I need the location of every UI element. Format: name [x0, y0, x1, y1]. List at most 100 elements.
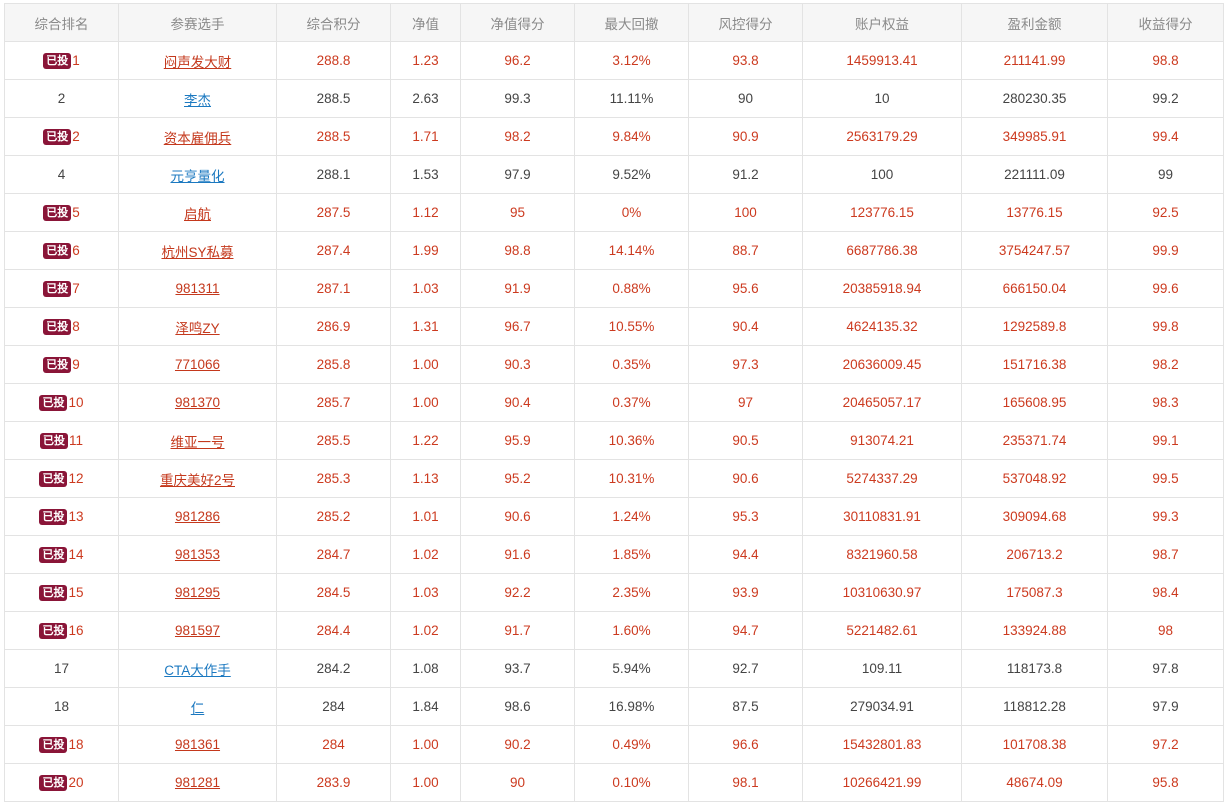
nav-cell: 1.12 [390, 193, 461, 232]
nav-cell: 1.00 [390, 725, 461, 764]
profit-cell: 349985.91 [961, 117, 1108, 156]
profit-cell: 118812.28 [961, 687, 1108, 726]
table-row: 已投 7 981311 287.1 1.03 91.9 0.88% 95.6 20385918.… [4, 269, 1224, 308]
col-nav: 净值 [390, 3, 461, 42]
player-name-link[interactable]: 启航 [184, 206, 211, 222]
rank-cell: 已投 7 [4, 269, 119, 308]
player-name-link[interactable]: 981597 [174, 623, 221, 638]
player-name-link[interactable]: 李杰 [184, 92, 211, 108]
risk-score-cell: 94.4 [688, 535, 803, 574]
col-risk-score: 风控得分 [688, 3, 803, 42]
invested-badge: 已投 [43, 318, 72, 335]
player-name-link[interactable]: 981353 [174, 547, 221, 562]
rank-number: 14 [68, 546, 84, 562]
rank-number: 2 [72, 128, 80, 144]
player-cell: 981353 [118, 535, 277, 574]
nav-cell: 1.02 [390, 611, 461, 650]
nav-cell: 1.00 [390, 763, 461, 802]
nav-score-cell: 90 [460, 763, 575, 802]
nav-score-cell: 99.3 [460, 79, 575, 118]
return-score-cell: 99.4 [1107, 117, 1224, 156]
composite-score-cell: 288.1 [276, 155, 391, 194]
player-name-link[interactable]: 771066 [174, 357, 221, 372]
equity-cell: 109.11 [802, 649, 962, 688]
profit-cell: 309094.68 [961, 497, 1108, 536]
player-name-link[interactable]: 981370 [174, 395, 221, 410]
equity-cell: 10 [802, 79, 962, 118]
return-score-cell: 99.5 [1107, 459, 1224, 498]
player-name-link[interactable]: 981311 [175, 281, 220, 296]
col-nav-score: 净值得分 [460, 3, 575, 42]
profit-cell: 175087.3 [961, 573, 1108, 612]
invested-badge: 已投 [39, 508, 68, 525]
player-name-link[interactable]: 仁 [190, 700, 205, 716]
rank-cell: 已投 16 [4, 611, 119, 650]
nav-cell: 1.99 [390, 231, 461, 270]
equity-cell: 6687786.38 [802, 231, 962, 270]
rank-cell: 已投 14 [4, 535, 119, 574]
table-row: 已投 8 泽鸣ZY 286.9 1.31 96.7 10.55% 90.4 4624135.32… [4, 307, 1224, 346]
player-cell: 981281 [118, 763, 277, 802]
equity-cell: 4624135.32 [802, 307, 962, 346]
player-name-link[interactable]: 元亨量化 [170, 168, 225, 184]
player-name-link[interactable]: 闷声发大财 [163, 54, 232, 70]
rank-number: 18 [53, 699, 70, 714]
col-player: 参赛选手 [118, 3, 277, 42]
nav-cell: 1.02 [390, 535, 461, 574]
player-name-link[interactable]: 泽鸣ZY [175, 320, 220, 336]
player-name-link[interactable]: 981286 [174, 509, 221, 524]
profit-cell: 211141.99 [961, 41, 1108, 80]
return-score-cell: 99.6 [1107, 269, 1224, 308]
invested-badge: 已投 [39, 584, 68, 601]
composite-score-cell: 284.5 [276, 573, 391, 612]
nav-score-cell: 96.2 [460, 41, 575, 80]
risk-score-cell: 96.6 [688, 725, 803, 764]
player-name-link[interactable]: 重庆美好2号 [159, 472, 235, 488]
rank-number: 4 [57, 167, 66, 182]
composite-score-cell: 285.8 [276, 345, 391, 384]
max-drawdown-cell: 0.49% [574, 725, 689, 764]
col-max-drawdown: 最大回撤 [574, 3, 689, 42]
table-row: 4 元亨量化 288.1 1.53 97.9 9.52% 91.2 100 221111.09 9… [4, 155, 1224, 194]
rank-cell: 已投 12 [4, 459, 119, 498]
rank-cell: 18 [4, 687, 119, 726]
return-score-cell: 99.1 [1107, 421, 1224, 460]
invested-badge: 已投 [39, 736, 68, 753]
player-name-link[interactable]: 杭州SY私募 [161, 244, 234, 260]
nav-cell: 1.01 [390, 497, 461, 536]
invested-badge: 已投 [43, 52, 72, 69]
table-row: 已投 5 启航 287.5 1.12 95 0% 100 123776.15 13776.15 92… [4, 193, 1224, 232]
player-name-link[interactable]: 资本雇佣兵 [163, 130, 232, 146]
player-name-link[interactable]: CTA大作手 [164, 662, 231, 678]
nav-score-cell: 95.2 [460, 459, 575, 498]
risk-score-cell: 94.7 [688, 611, 803, 650]
composite-score-cell: 287.4 [276, 231, 391, 270]
player-name-link[interactable]: 维亚一号 [170, 434, 225, 450]
risk-score-cell: 100 [688, 193, 803, 232]
return-score-cell: 99.3 [1107, 497, 1224, 536]
max-drawdown-cell: 2.35% [574, 573, 689, 612]
rank-cell: 已投 1 [4, 41, 119, 80]
max-drawdown-cell: 10.55% [574, 307, 689, 346]
table-row: 已投 1 闷声发大财 288.8 1.23 96.2 3.12% 93.8 1459913.41… [4, 41, 1224, 80]
return-score-cell: 99.9 [1107, 231, 1224, 270]
max-drawdown-cell: 0.37% [574, 383, 689, 422]
nav-cell: 1.00 [390, 383, 461, 422]
nav-score-cell: 93.7 [460, 649, 575, 688]
equity-cell: 20385918.94 [802, 269, 962, 308]
rank-number: 8 [72, 318, 80, 334]
risk-score-cell: 93.9 [688, 573, 803, 612]
table-row: 已投 11 维亚一号 285.5 1.22 95.9 10.36% 90.5 913074.21… [4, 421, 1224, 460]
rank-cell: 已投 13 [4, 497, 119, 536]
player-name-link[interactable]: 981281 [174, 775, 221, 790]
return-score-cell: 97.8 [1107, 649, 1224, 688]
table-row: 已投 18 981361 284 1.00 90.2 0.49% 96.6 15432801.8… [4, 725, 1224, 764]
player-name-link[interactable]: 981295 [174, 585, 221, 600]
max-drawdown-cell: 10.31% [574, 459, 689, 498]
player-name-link[interactable]: 981361 [174, 737, 221, 752]
nav-cell: 1.53 [390, 155, 461, 194]
composite-score-cell: 288.8 [276, 41, 391, 80]
rank-cell: 已投 6 [4, 231, 119, 270]
nav-cell: 1.31 [390, 307, 461, 346]
